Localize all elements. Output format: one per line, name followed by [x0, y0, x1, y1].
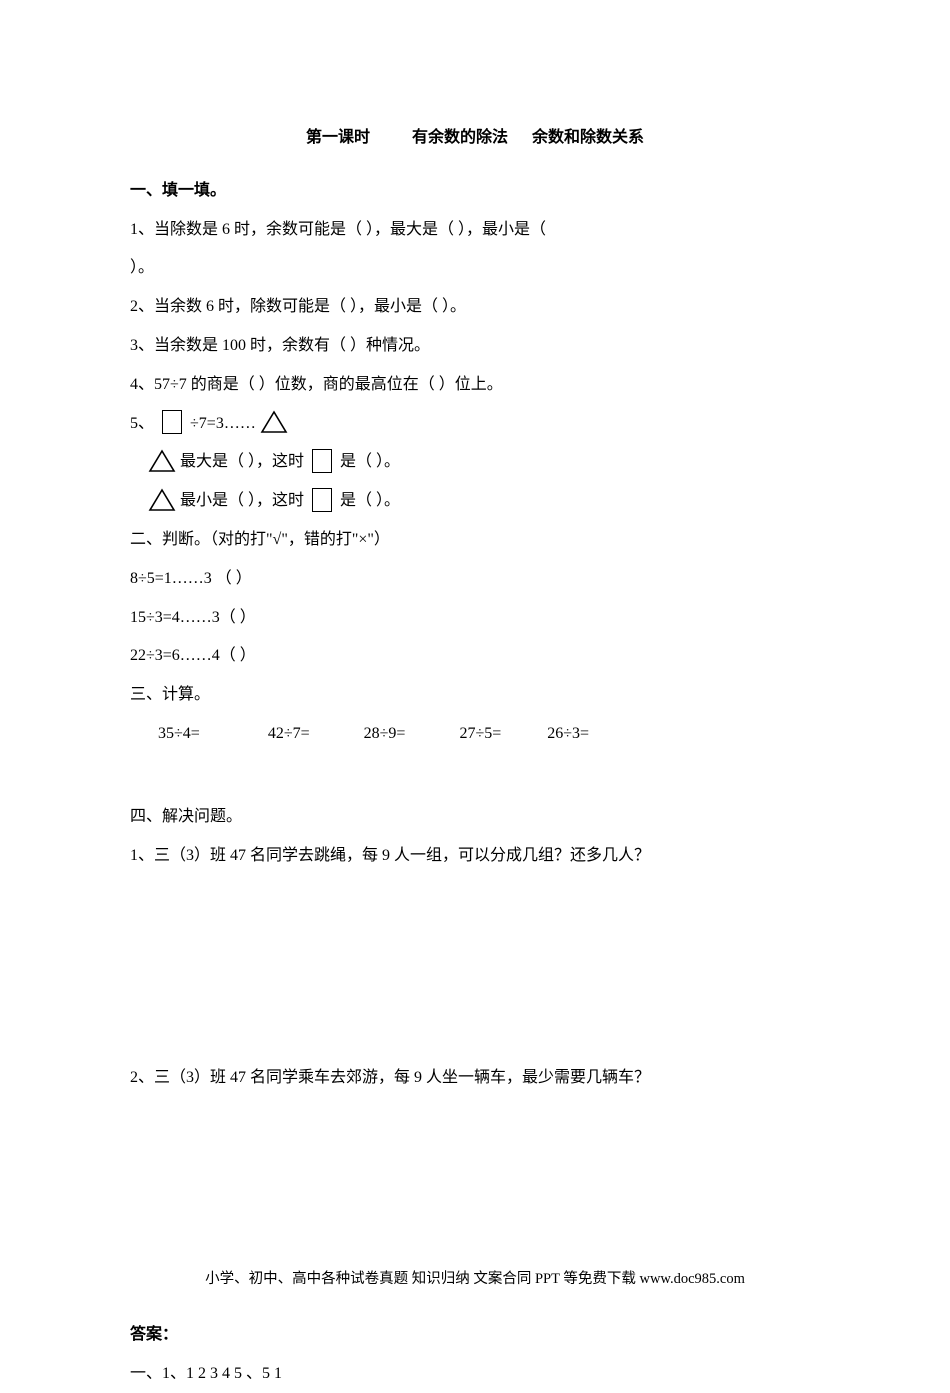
- q5-sub1b: 是（ ）。: [340, 453, 400, 470]
- q5-sub2: 最小是（ ），这时 是（ ）。: [148, 483, 820, 520]
- section3-heading: 三、计算。: [130, 677, 820, 714]
- q1-line-b: ）。: [130, 250, 820, 287]
- q5-prefix: 5、: [130, 415, 158, 432]
- calc-item-2: 42÷7=: [268, 716, 310, 753]
- title-part2: 有余数的除法: [412, 120, 508, 157]
- word-problem-1: 1、三（3）班 47 名同学去跳绳，每 9 人一组，可以分成几组？还多几人？: [130, 838, 820, 875]
- calc-item-3: 28÷9=: [364, 716, 406, 753]
- triangle-icon: [148, 449, 176, 473]
- title-part3: 余数和除数关系: [532, 120, 644, 157]
- square-icon: [312, 488, 332, 512]
- q5-mid: ÷7=3……: [190, 415, 256, 432]
- triangle-icon: [148, 488, 176, 512]
- judge-item-1: 8÷5=1……3 （ ）: [130, 561, 820, 598]
- section2-heading: 二、判断。（对的打"√"，错的打"×"）: [130, 522, 820, 559]
- judge-item-2: 15÷3=4……3（ ）: [130, 600, 820, 637]
- square-icon: [312, 449, 332, 473]
- answers-heading: 答案：: [130, 1317, 820, 1354]
- q5-sub1a: 最大是（ ），这时: [180, 453, 308, 470]
- page-footer: 小学、初中、高中各种试卷真题 知识归纳 文案合同 PPT 等免费下载 www.d…: [0, 1263, 950, 1296]
- square-icon: [162, 410, 182, 434]
- calc-item-5: 26÷3=: [547, 716, 589, 753]
- worksheet-title: 第一课时 有余数的除法 余数和除数关系: [130, 120, 820, 157]
- q5-sub2a: 最小是（ ），这时: [180, 492, 308, 509]
- q5-line: 5、 ÷7=3……: [130, 406, 820, 443]
- q3-line: 3、当余数是 100 时，余数有（ ）种情况。: [130, 328, 820, 365]
- judge-item-3: 22÷3=6……4（ ）: [130, 638, 820, 675]
- q2-line: 2、当余数 6 时，除数可能是（ ），最小是（ ）。: [130, 289, 820, 326]
- q1-line-a: 1、当除数是 6 时，余数可能是（ ），最大是（ ），最小是（: [130, 212, 820, 249]
- title-part1: 第一课时: [306, 120, 370, 157]
- q5-sub2b: 是（ ）。: [340, 492, 400, 509]
- section4-heading: 四、解决问题。: [130, 799, 820, 836]
- q4-line: 4、57÷7 的商是（ ）位数，商的最高位在（ ）位上。: [130, 367, 820, 404]
- triangle-icon: [260, 410, 288, 434]
- section1-heading: 一、填一填。: [130, 173, 820, 210]
- q5-sub1: 最大是（ ），这时 是（ ）。: [148, 444, 820, 481]
- answers-line-1: 一、1、1 2 3 4 5 、5 1: [130, 1356, 820, 1393]
- calc-row: 35÷4= 42÷7= 28÷9= 27÷5= 26÷3=: [130, 716, 820, 753]
- calc-item-4: 27÷5=: [459, 716, 501, 753]
- calc-item-1: 35÷4=: [158, 716, 200, 753]
- word-problem-2: 2、三（3）班 47 名同学乘车去郊游，每 9 人坐一辆车，最少需要几辆车？: [130, 1060, 820, 1097]
